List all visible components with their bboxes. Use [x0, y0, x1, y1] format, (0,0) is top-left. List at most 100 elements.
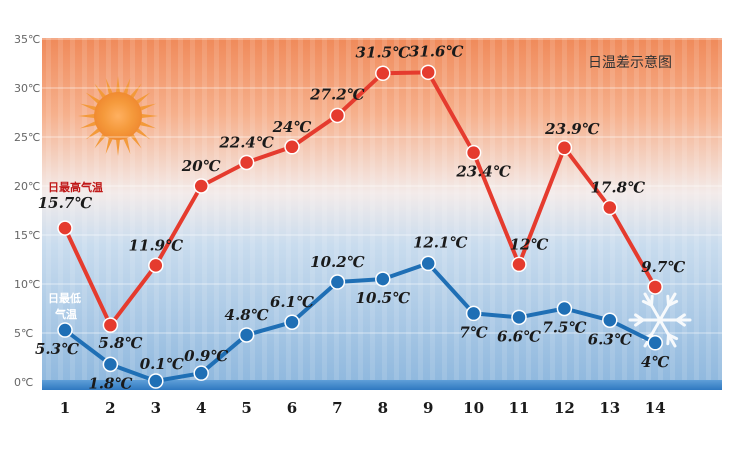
stripe [574, 38, 579, 380]
labels-low: 5.3℃ 1.8℃ 0.1℃ 0.9℃ 4.8℃6.1℃ 10.2℃ 10.5℃ 12.1℃ 7… [35, 233, 669, 392]
data-label: 6.3℃ [588, 330, 632, 348]
sun-ray [134, 127, 151, 140]
snowflake-icon [628, 292, 692, 348]
stripe [130, 38, 135, 380]
data-point [511, 309, 527, 326]
stripe [346, 38, 351, 380]
series-name-low-line2: 气温 [54, 307, 77, 321]
sun-ray [105, 77, 114, 96]
data-label: 10.2℃ [310, 253, 365, 271]
y-tick-label: 20℃ [14, 180, 40, 193]
stripe [586, 38, 591, 380]
data-point [193, 365, 209, 381]
stripe [370, 38, 375, 380]
data-point [57, 220, 73, 236]
stripe [490, 38, 495, 380]
stripe [550, 38, 555, 380]
data-point [148, 373, 164, 389]
snowflake-branch [667, 333, 679, 341]
data-label: 6.6℃ [497, 327, 541, 345]
y-tick-label: 30℃ [14, 82, 40, 95]
y-tick-label: 5℃ [14, 327, 33, 340]
x-tick-label: 4 [196, 399, 206, 417]
data-label: 12℃ [510, 235, 549, 253]
stripe [670, 38, 675, 380]
stripe [154, 38, 159, 380]
stripe [634, 38, 639, 380]
data-label: 11.9℃ [129, 236, 184, 254]
sun-ray [139, 113, 158, 119]
stripe [334, 38, 339, 380]
data-point [148, 257, 164, 274]
sun-ray [79, 120, 98, 129]
snowflake-branch [675, 313, 686, 322]
stripe [394, 38, 399, 380]
data-point [57, 322, 73, 338]
data-label: 15.7℃ [38, 194, 93, 212]
stripe [202, 38, 207, 380]
stripe [94, 38, 99, 380]
data-label: 24℃ [272, 118, 312, 136]
data-point [420, 255, 436, 272]
stripe [658, 38, 663, 380]
data-label: 12.1℃ [413, 233, 468, 251]
x-tick-label: 2 [105, 399, 115, 417]
sun-ray [115, 76, 121, 95]
baseline-band [42, 380, 722, 390]
x-tick-label: 7 [332, 399, 342, 417]
x-tick-label: 5 [241, 399, 251, 417]
data-point [284, 314, 300, 330]
sun-icon [78, 76, 158, 156]
data-point [556, 140, 573, 156]
stripe [142, 38, 147, 380]
data-label: 17.8℃ [591, 179, 646, 197]
snowflake-branch [641, 299, 653, 307]
x-axis-ticks: 1 2 3 4 5 6 7 8 9 10 11 12 13 14 [60, 399, 666, 417]
stripe [718, 38, 723, 380]
sun-ray [94, 132, 107, 149]
stripe [382, 38, 387, 380]
stripe [622, 38, 627, 380]
stripe [106, 38, 111, 380]
stripe [526, 38, 531, 380]
sun-ray [129, 132, 142, 149]
stripe [514, 38, 519, 380]
stripe [58, 38, 63, 380]
x-tick-label: 6 [287, 399, 297, 417]
data-label: 27.2℃ [309, 85, 365, 103]
stripe [298, 38, 303, 380]
data-label: 1.8℃ [88, 374, 132, 392]
data-point [647, 335, 663, 351]
data-point [602, 312, 618, 329]
stripe [190, 38, 195, 380]
sun-ray [138, 103, 157, 112]
stripe [310, 38, 315, 380]
data-point [329, 274, 346, 290]
stripe [262, 38, 267, 380]
stripe [358, 38, 363, 380]
data-point [647, 279, 663, 295]
series-line [63, 70, 657, 328]
legend-low: 日最低 气温 [48, 291, 81, 321]
sun-ray [122, 77, 131, 96]
y-tick-label: 10℃ [14, 278, 40, 291]
data-point [375, 271, 391, 287]
stripe [322, 38, 327, 380]
stripe [46, 38, 51, 380]
stripe [70, 38, 75, 380]
chart-title: 日温差示意图 [588, 54, 672, 71]
data-point [465, 144, 482, 161]
stripe [82, 38, 87, 380]
stripe [442, 38, 447, 380]
data-label: 22.4℃ [218, 133, 274, 151]
snowflake-arm [643, 292, 662, 322]
data-label: 6.1℃ [270, 293, 314, 311]
background-stripes [46, 38, 723, 380]
series-high [57, 64, 663, 333]
y-axis-ticks: 0℃ 5℃ 10℃ 15℃ 20℃ 25℃ 30℃ 35℃ [14, 33, 40, 389]
data-label: 5.8℃ [98, 334, 142, 352]
stripe [466, 38, 471, 380]
data-point [375, 65, 391, 82]
y-tick-label: 25℃ [14, 131, 40, 144]
